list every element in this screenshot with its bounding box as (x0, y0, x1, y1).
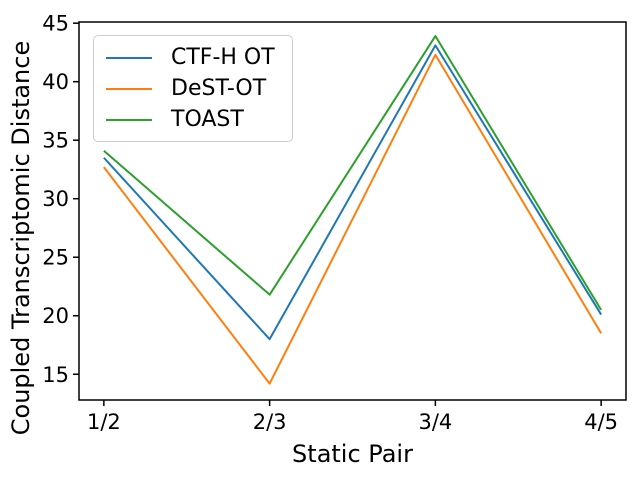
y-tick-label: 15 (42, 363, 69, 387)
legend-label: CTF-H OT (171, 44, 275, 70)
legend-line-swatch (106, 118, 152, 121)
y-tick-label: 30 (42, 187, 69, 211)
series-line-toast (103, 35, 602, 311)
legend-item: CTF-H OT (106, 44, 280, 70)
y-tick-label: 45 (42, 12, 69, 36)
x-tick-label: 3/4 (418, 410, 452, 434)
x-tick-label: 1/2 (87, 410, 121, 434)
y-tick-label: 35 (42, 129, 69, 153)
legend: CTF-H OT DeST-OT TOAST (93, 35, 293, 142)
legend-label: DeST-OT (171, 75, 267, 101)
x-axis-label: Static Pair (292, 440, 413, 468)
series-line-ctf-h-ot (103, 44, 602, 341)
y-tick-label: 40 (42, 70, 69, 94)
y-tick-label: 20 (42, 304, 69, 328)
legend-line-swatch (106, 56, 152, 59)
x-tick-label: 2/3 (253, 410, 287, 434)
plot-border (78, 21, 627, 401)
legend-item: DeST-OT (106, 75, 280, 101)
x-tick-label: 4/5 (584, 410, 618, 434)
legend-label: TOAST (171, 106, 244, 132)
y-tick-label: 25 (42, 246, 69, 270)
series-line-dest-ot (103, 53, 602, 385)
y-axis-label: Coupled Transcriptomic Distance (7, 40, 35, 436)
legend-item: TOAST (106, 106, 280, 132)
legend-line-swatch (106, 87, 152, 90)
